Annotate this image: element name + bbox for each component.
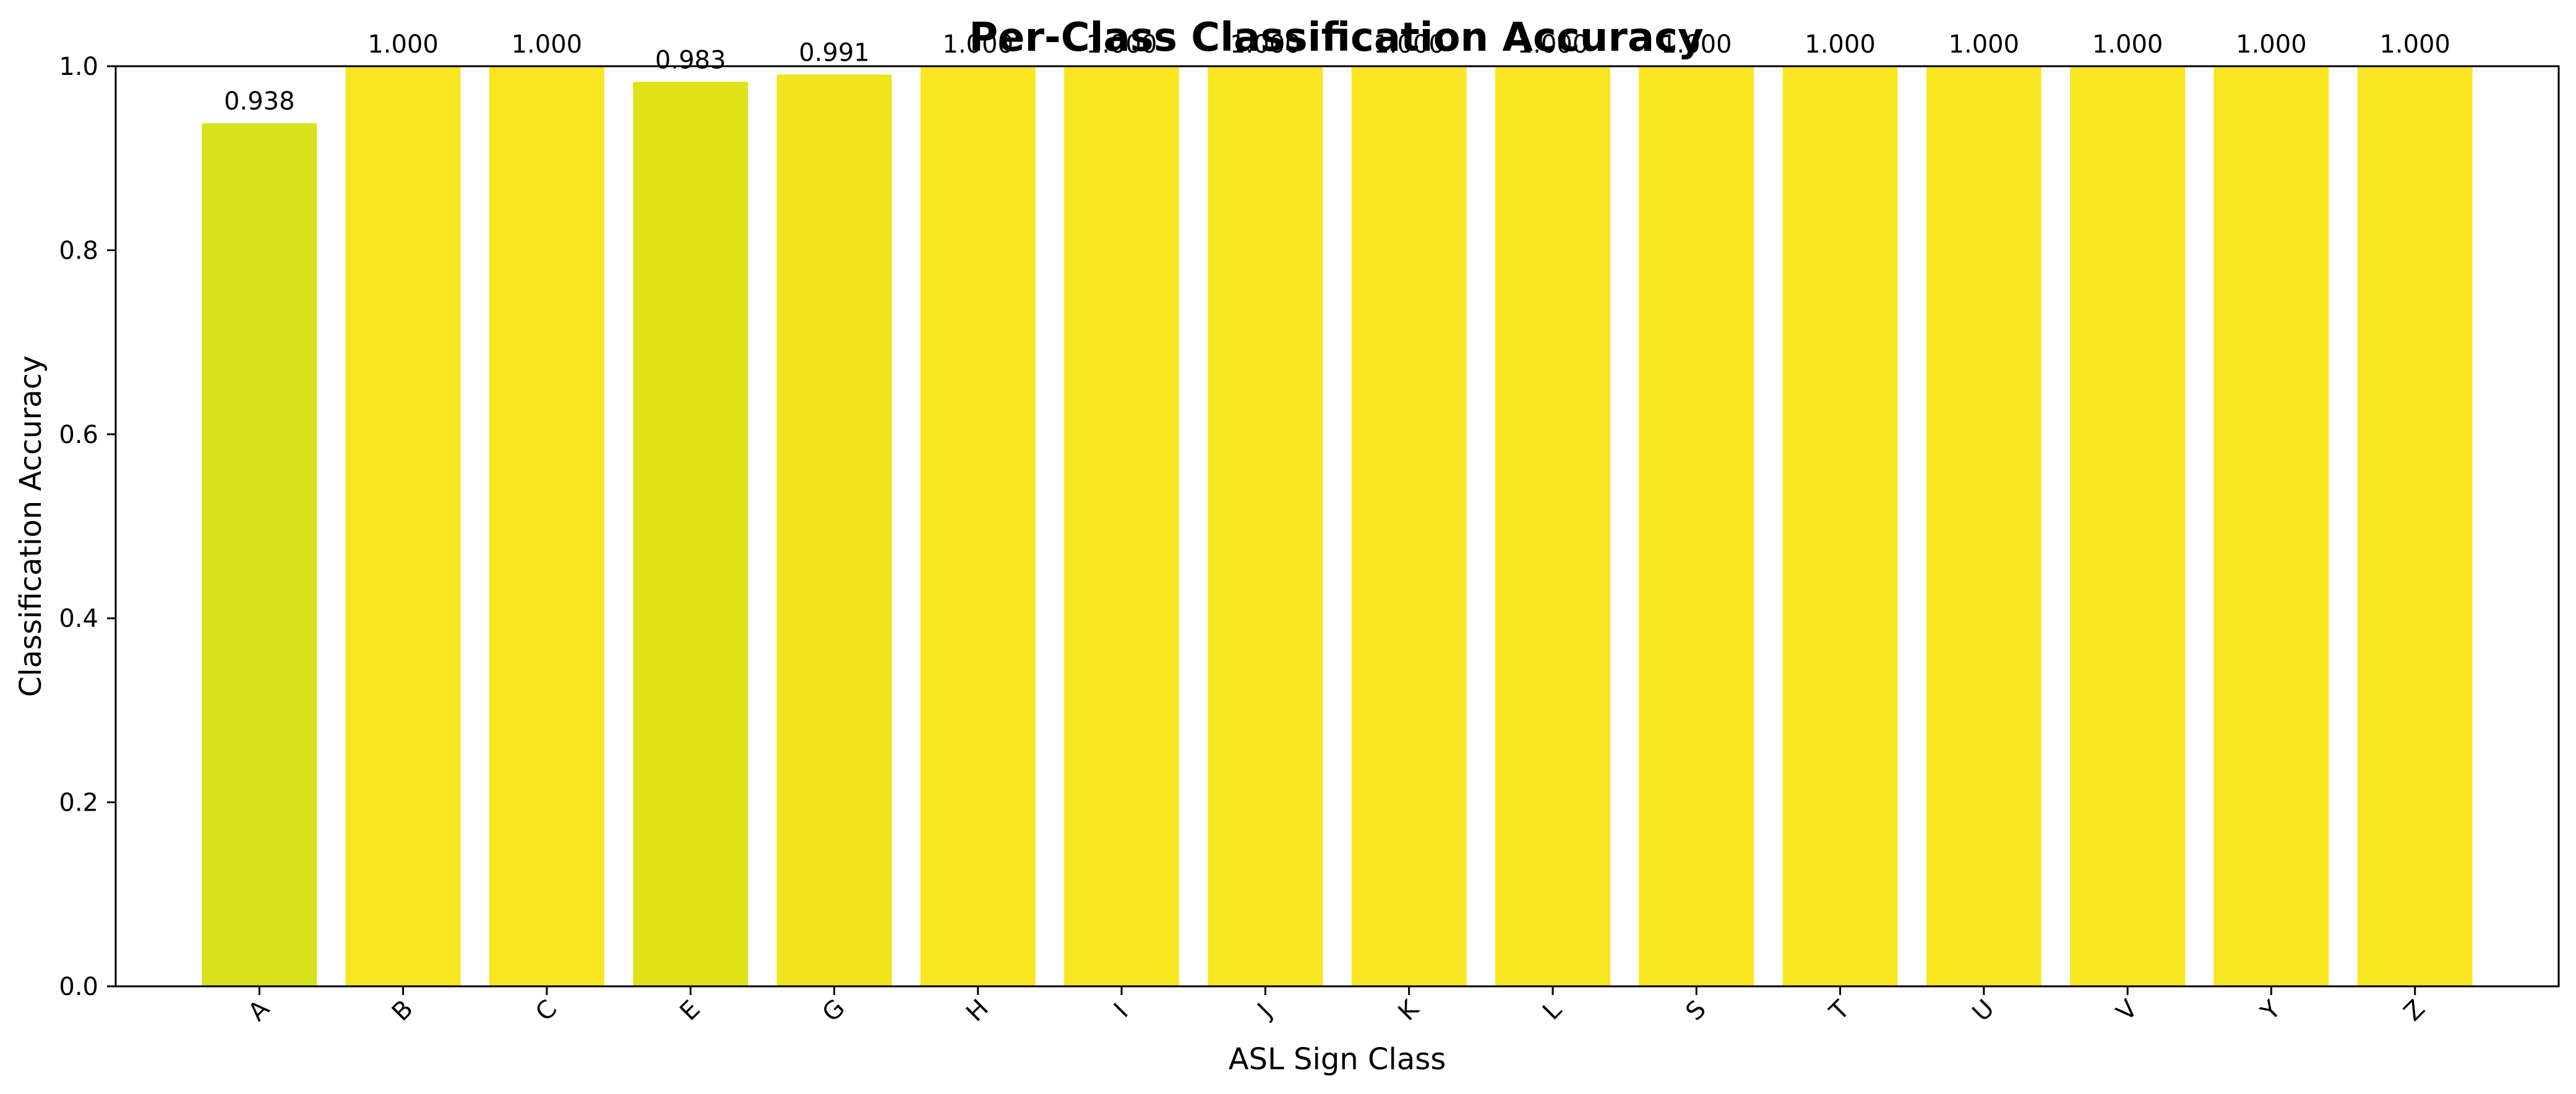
x-tick-label-a: A	[243, 994, 275, 1027]
data-label-y: 1.000	[2236, 30, 2307, 59]
x-axis-label: ASL Sign Class	[1229, 1042, 1446, 1077]
data-label-a: 0.938	[224, 87, 295, 116]
bar-a	[202, 123, 317, 987]
x-tick-label-u: U	[1967, 994, 2000, 1027]
bar-v	[2070, 66, 2186, 986]
data-label-j: 1.000	[1230, 30, 1301, 59]
x-tick-label-t: T	[1824, 995, 1855, 1027]
bar-b	[345, 66, 461, 986]
x-tick-label-j: J	[1251, 998, 1277, 1025]
bar-u	[1926, 66, 2041, 986]
x-tick-label-z: Z	[2398, 994, 2431, 1027]
y-tick-label: 1.0	[59, 53, 98, 81]
data-label-l: 1.000	[1518, 30, 1589, 59]
x-tick-label-v: V	[2111, 994, 2143, 1027]
x-tick-label-b: B	[387, 994, 419, 1027]
data-label-b: 1.000	[367, 30, 439, 59]
bar-i	[1064, 66, 1179, 986]
data-label-e: 0.983	[655, 46, 726, 74]
bar-y	[2213, 66, 2329, 986]
data-label-s: 1.000	[1661, 30, 1732, 59]
y-tick-label: 0.2	[59, 789, 98, 817]
data-label-c: 1.000	[512, 30, 583, 59]
plot-frame	[114, 65, 2560, 988]
x-tick-label-e: E	[674, 995, 705, 1026]
bar-e	[633, 82, 749, 986]
y-axis-label: Classification Accuracy	[14, 356, 48, 697]
bar-j	[1208, 66, 1323, 986]
data-label-z: 1.000	[2379, 30, 2450, 59]
data-label-k: 1.000	[1373, 30, 1445, 59]
x-tick-label-s: S	[1680, 995, 1711, 1026]
data-label-u: 1.000	[1949, 30, 2020, 59]
data-label-h: 1.000	[943, 30, 1014, 59]
x-tick-label-g: G	[817, 994, 851, 1027]
chart-title: Per-Class Classification Accuracy	[969, 15, 1704, 61]
y-tick-label: 0.4	[59, 605, 98, 633]
x-tick-label-k: K	[1393, 994, 1425, 1027]
data-label-v: 1.000	[2092, 30, 2163, 59]
data-label-t: 1.000	[1805, 30, 1876, 59]
data-labels-group: 0.938 1.000 1.000 0.983 0.991 1.000 1.000 1.000…	[224, 30, 2450, 116]
bar-k	[1351, 66, 1467, 986]
data-label-g: 0.991	[799, 38, 870, 67]
bar-g	[776, 74, 892, 986]
data-label-i: 1.000	[1086, 30, 1157, 59]
bar-h	[920, 66, 1036, 986]
y-tick-label: 0.0	[59, 973, 98, 1001]
y-axis: 0.0 0.2 0.4 0.6 0.8 1.0	[59, 53, 116, 1001]
bar-z	[2357, 66, 2473, 986]
y-tick-label: 0.8	[59, 236, 98, 265]
bar-s	[1639, 66, 1754, 986]
x-tick-label-l: L	[1537, 996, 1568, 1026]
x-tick-label-i: I	[1109, 998, 1134, 1023]
bar-l	[1495, 66, 1610, 986]
bars-group	[202, 66, 2473, 987]
bar-t	[1782, 66, 1898, 986]
bar-c	[489, 66, 604, 986]
x-tick-label-c: C	[530, 994, 562, 1027]
y-tick-label: 0.6	[59, 421, 98, 449]
x-tick-label-h: H	[961, 994, 994, 1027]
x-tick-label-y: Y	[2255, 995, 2286, 1027]
